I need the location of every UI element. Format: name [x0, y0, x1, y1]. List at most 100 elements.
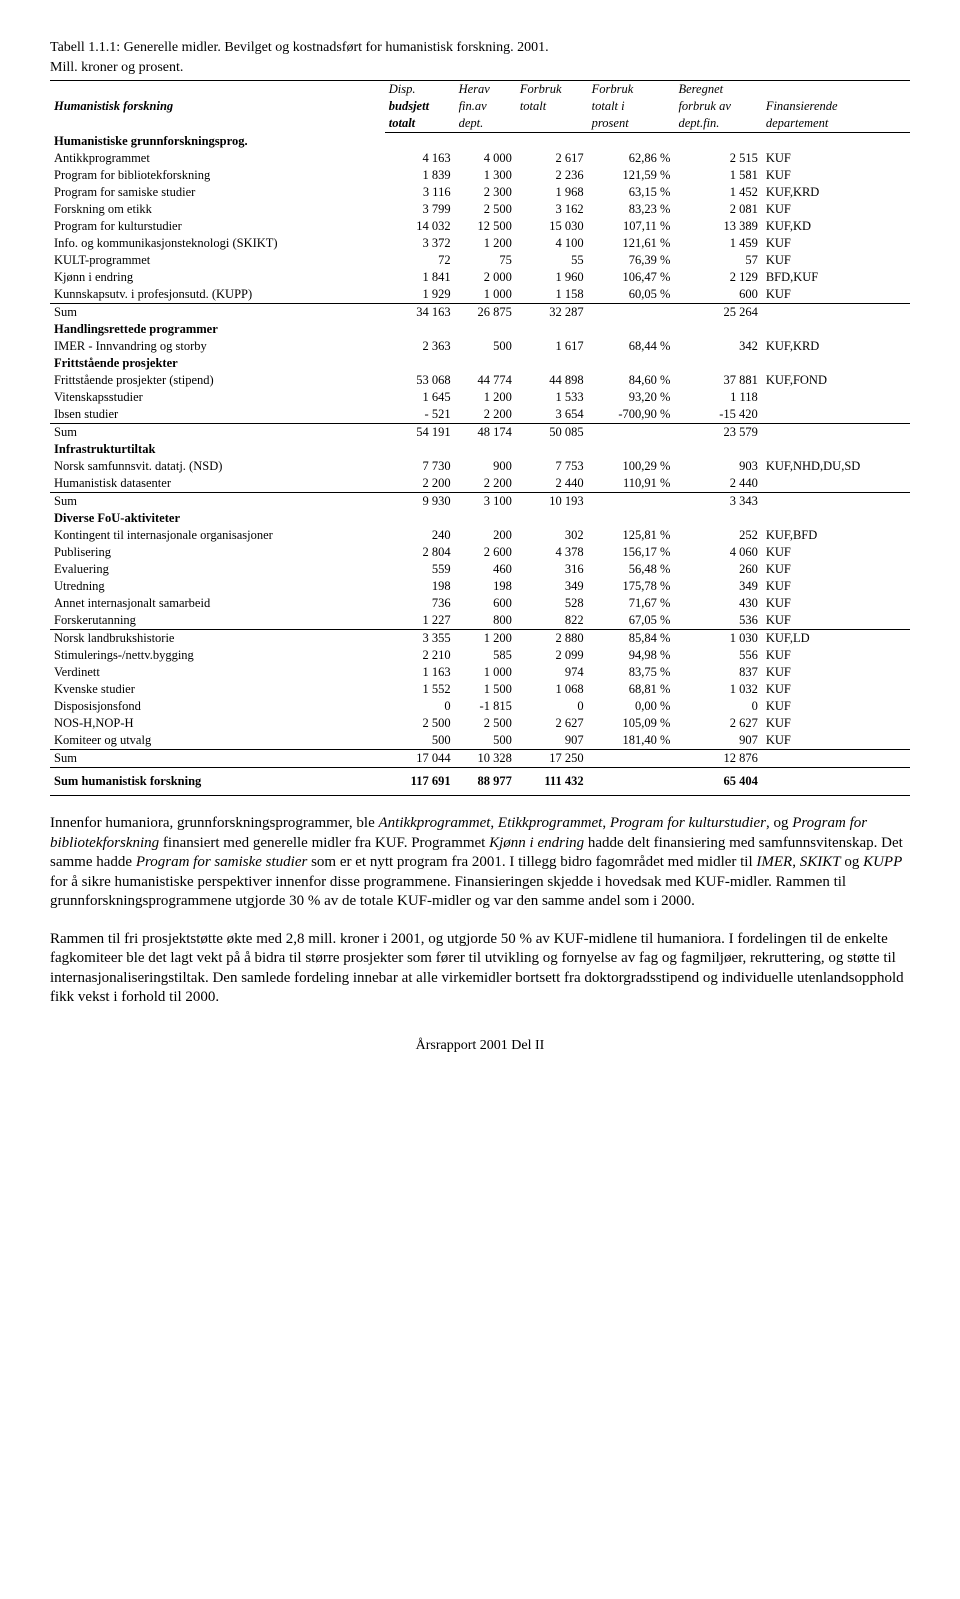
table-cell: 1 300: [455, 167, 516, 184]
table-cell: 1 158: [516, 286, 588, 304]
table-row: NOS-H,NOP-H2 5002 5002 627105,09 %2 627K…: [50, 715, 910, 732]
table-row: Kjønn i endring1 8412 0001 960106,47 %2 …: [50, 269, 910, 286]
table-cell: 430: [674, 595, 761, 612]
col-header-label: Humanistisk forskning: [50, 81, 385, 133]
table-cell: Sum: [50, 493, 385, 511]
table-cell: 903: [674, 458, 761, 475]
table-cell: 54 191: [385, 424, 455, 442]
table-cell: KUF: [762, 167, 910, 184]
table-cell: 1 200: [455, 389, 516, 406]
table-cell: 585: [455, 647, 516, 664]
col-header: [516, 115, 588, 133]
table-cell: 1 929: [385, 286, 455, 304]
table-cell: 198: [385, 578, 455, 595]
table-row: Norsk landbrukshistorie3 3551 2002 88085…: [50, 630, 910, 648]
section-header-row: Humanistiske grunnforskningsprog.: [50, 133, 910, 151]
table-cell: 1 000: [455, 664, 516, 681]
table-cell: [588, 493, 675, 511]
table-row: Forskning om etikk3 7992 5003 16283,23 %…: [50, 201, 910, 218]
table-row: Publisering2 8042 6004 378156,17 %4 060K…: [50, 544, 910, 561]
table-cell: KUF,NHD,DU,SD: [762, 458, 910, 475]
table-cell: 556: [674, 647, 761, 664]
table-cell: 1 000: [455, 286, 516, 304]
section-header-row: Frittstående prosjekter: [50, 355, 910, 372]
table-cell: 528: [516, 595, 588, 612]
table-cell: 1 068: [516, 681, 588, 698]
table-cell: 2 500: [385, 715, 455, 732]
table-cell: 252: [674, 527, 761, 544]
table-cell: KUF: [762, 286, 910, 304]
table-cell: 536: [674, 612, 761, 630]
table-cell: 7 730: [385, 458, 455, 475]
table-cell: 1 032: [674, 681, 761, 698]
table-cell: Kunnskapsutv. i profesjonsutd. (KUPP): [50, 286, 385, 304]
table-cell: 65 404: [674, 768, 761, 796]
table-row: Sum9 9303 10010 1933 343: [50, 493, 910, 511]
table-cell: 125,81 %: [588, 527, 675, 544]
table-cell: 63,15 %: [588, 184, 675, 201]
table-cell: 93,20 %: [588, 389, 675, 406]
table-cell: 4 060: [674, 544, 761, 561]
table-cell: 2 500: [455, 201, 516, 218]
table-cell: 2 099: [516, 647, 588, 664]
table-cell: Frittstående prosjekter (stipend): [50, 372, 385, 389]
table-cell: 2 236: [516, 167, 588, 184]
table-cell: 559: [385, 561, 455, 578]
table-row: Kvenske studier1 5521 5001 06868,81 %1 0…: [50, 681, 910, 698]
table-cell: 316: [516, 561, 588, 578]
table-cell: 2 129: [674, 269, 761, 286]
col-header: fin.av: [455, 98, 516, 115]
table-row: Verdinett1 1631 00097483,75 %837KUF: [50, 664, 910, 681]
table-cell: 1 968: [516, 184, 588, 201]
col-header: Beregnet: [674, 81, 761, 99]
table-cell: 2 627: [674, 715, 761, 732]
table-cell: 2 600: [455, 544, 516, 561]
table-cell: KUF,LD: [762, 630, 910, 648]
table-row: Program for bibliotekforskning1 8391 300…: [50, 167, 910, 184]
table-cell: 2 880: [516, 630, 588, 648]
table-cell: 100,29 %: [588, 458, 675, 475]
table-cell: 302: [516, 527, 588, 544]
table-cell: 2 617: [516, 150, 588, 167]
col-header: forbruk av: [674, 98, 761, 115]
table-cell: 56,48 %: [588, 561, 675, 578]
col-header: Herav: [455, 81, 516, 99]
table-cell: 15 030: [516, 218, 588, 235]
table-cell: Program for samiske studier: [50, 184, 385, 201]
table-cell: 1 581: [674, 167, 761, 184]
table-cell: 900: [455, 458, 516, 475]
table-cell: Program for kulturstudier: [50, 218, 385, 235]
table-row: Humanistisk datasenter2 2002 2002 440110…: [50, 475, 910, 493]
table-cell: 2 804: [385, 544, 455, 561]
table-cell: 9 930: [385, 493, 455, 511]
table-cell: [588, 768, 675, 796]
table-cell: 2 440: [516, 475, 588, 493]
table-cell: 3 355: [385, 630, 455, 648]
table-cell: [762, 493, 910, 511]
table-cell: - 521: [385, 406, 455, 424]
table-cell: 75: [455, 252, 516, 269]
table-cell: 349: [674, 578, 761, 595]
table-cell: 55: [516, 252, 588, 269]
table-cell: 68,44 %: [588, 338, 675, 355]
table-cell: 3 372: [385, 235, 455, 252]
table-cell: 107,11 %: [588, 218, 675, 235]
table-cell: 50 085: [516, 424, 588, 442]
table-cell: 72: [385, 252, 455, 269]
table-cell: Sum humanistisk forskning: [50, 768, 385, 796]
table-row: Disposisjonsfond0-1 81500,00 %0KUF: [50, 698, 910, 715]
table-cell: 349: [516, 578, 588, 595]
table-cell: 12 500: [455, 218, 516, 235]
page-footer: Årsrapport 2001 Del II: [50, 1038, 910, 1054]
table-cell: KUF: [762, 561, 910, 578]
table-cell: 3 654: [516, 406, 588, 424]
table-cell: 1 118: [674, 389, 761, 406]
table-cell: 2 500: [455, 715, 516, 732]
table-cell: 500: [455, 732, 516, 750]
table-cell: 57: [674, 252, 761, 269]
table-cell: Forskerutanning: [50, 612, 385, 630]
table-cell: 1 617: [516, 338, 588, 355]
table-cell: KUF: [762, 595, 910, 612]
table-cell: Info. og kommunikasjonsteknologi (SKIKT): [50, 235, 385, 252]
table-cell: KULT-programmet: [50, 252, 385, 269]
